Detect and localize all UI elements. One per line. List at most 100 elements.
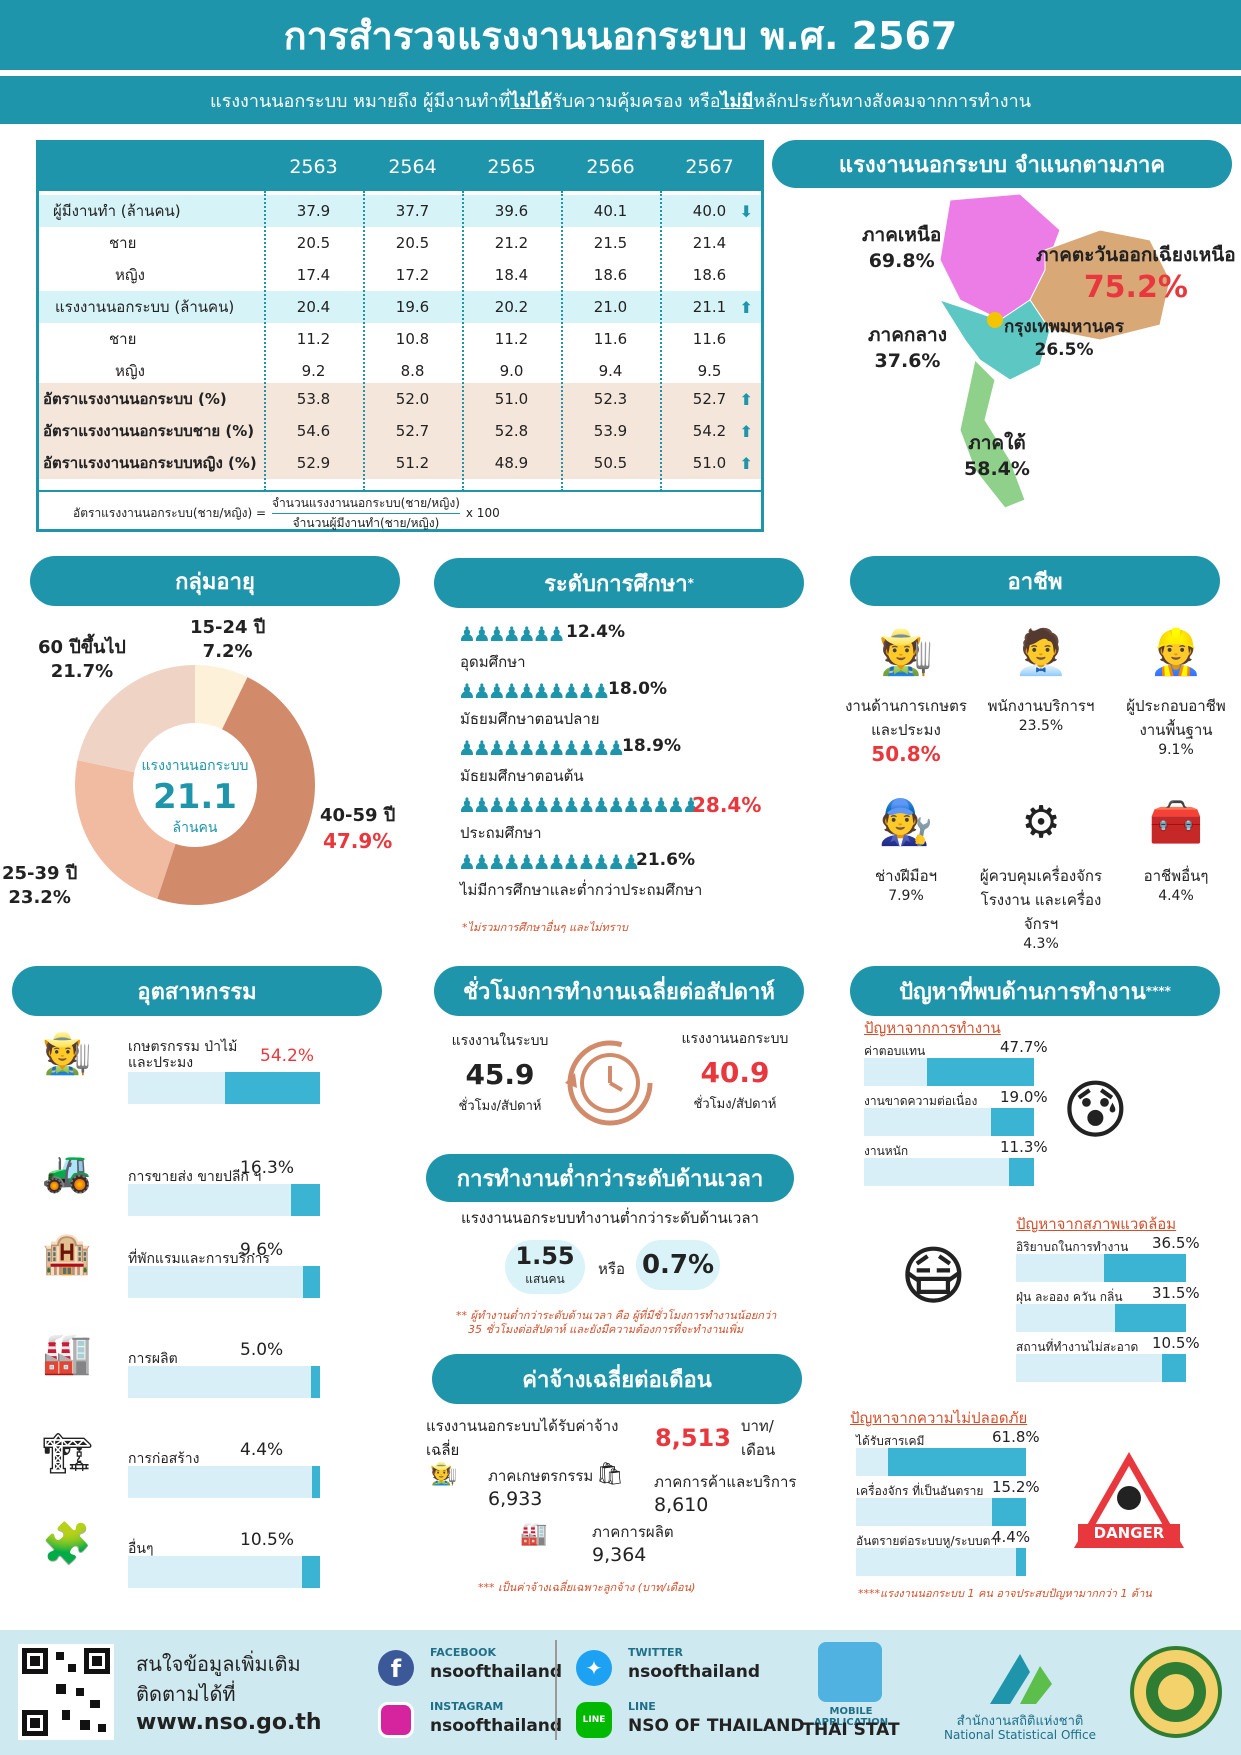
row-label: อัตราแรงงานนอกระบบหญิง (%) bbox=[43, 454, 257, 472]
row-label: ชาย bbox=[109, 234, 137, 252]
app-name[interactable]: THAI STAT bbox=[802, 1720, 900, 1740]
occupation-value: 23.5% bbox=[1018, 718, 1064, 734]
table-cell: 8.8 bbox=[400, 362, 425, 380]
problem-group-title: ปัญหาจากความไม่ปลอดภัย bbox=[850, 1409, 1028, 1427]
footer-line-1: สนใจข้อมูลเพิ่มเติม bbox=[136, 1652, 301, 1676]
bangkok-marker bbox=[987, 312, 1003, 328]
labour-stats-table: 2563 2564 2565 2566 2567 ผู้มีงานทำ (ล้า… bbox=[36, 140, 764, 532]
age-label-60-plus: 60 ปีขึ้นไป 21.7% bbox=[38, 632, 126, 682]
row-label: อัตราแรงงานนอกระบบ (%) bbox=[43, 390, 227, 408]
problem-bar-fill bbox=[1162, 1354, 1186, 1382]
industry-value: 9.6% bbox=[240, 1240, 284, 1260]
education-item: ♟♟♟♟♟♟♟♟♟♟♟♟ 21.6% ไม่มีการศึกษาและต่ำกว่า… bbox=[458, 848, 778, 903]
central-region bbox=[938, 299, 1051, 381]
twitter-icon[interactable]: ✦ bbox=[576, 1650, 612, 1686]
page-title-text: การสำรวจแรงงานนอกระบบ พ.ศ. 2567 bbox=[283, 13, 958, 58]
age-label-40-59: 40-59 ปี 47.9% bbox=[320, 800, 395, 853]
region-title-text: แรงงานนอกระบบ จำแนกตามภาค bbox=[838, 152, 1166, 178]
industry-bar bbox=[128, 1266, 320, 1298]
hours-unit: ชั่วโมง/สัปดาห์ bbox=[693, 1097, 777, 1112]
construction-icon: 🏗 bbox=[42, 1431, 93, 1477]
wage-item-value: 8,610 bbox=[654, 1494, 709, 1516]
occupation-item: 🧑‍💼 พนักงานบริการฯ 23.5% bbox=[975, 612, 1107, 734]
subtitle-part: แรงงานนอกระบบ หมายถึง ผู้มีงานทำที่ bbox=[209, 90, 511, 112]
region-name: ภาคกลาง bbox=[868, 324, 947, 346]
industry-value: 4.4% bbox=[240, 1440, 284, 1460]
table-row: อัตราแรงงานนอกระบบ (%) 53.8 52.0 51.0 52.3 52… bbox=[39, 383, 761, 415]
wage-value: 8,513 bbox=[655, 1424, 731, 1452]
industry-list: 🧑‍🌾 เกษตรกรรม ป่าไม้ และประมง 54.2% 🚜 การขายส… bbox=[20, 1028, 340, 1608]
table-row: ชาย 11.2 10.8 11.2 11.6 11.6 bbox=[39, 323, 761, 355]
table-cell: 20.5 bbox=[395, 234, 430, 252]
problem-label: อันตรายต่อระบบหู/ระบบตา bbox=[856, 1534, 998, 1548]
occupation-item: 🧑‍🔧 ช่างฝีมือฯ 7.9% bbox=[840, 782, 972, 904]
table-cell: 54.2 bbox=[692, 422, 727, 440]
underemployment-or: หรือ bbox=[598, 1260, 625, 1278]
industry-bar-fill bbox=[303, 1266, 320, 1298]
hours-informal-value: 40.9 bbox=[700, 1056, 770, 1089]
app-label: MOBILE APPLICATION bbox=[813, 1706, 889, 1728]
age-slice-label: 40-59 ปี bbox=[320, 805, 396, 826]
table-cell: 11.6 bbox=[692, 330, 727, 348]
underemployment-note-1: ** ผู้ทำงานต่ำกว่าระดับด้านเวลา คือ ผู้ท… bbox=[456, 1309, 777, 1322]
occupation-item: 🧰 อาชีพอื่นๆ 4.4% bbox=[1110, 782, 1241, 904]
formula-numerator: จำนวนแรงงานนอกระบบ(ชาย/หญิง) bbox=[272, 494, 460, 514]
row-label: หญิง bbox=[115, 266, 145, 284]
facebook-icon[interactable]: f bbox=[378, 1650, 414, 1686]
problem-bar-fill bbox=[991, 1108, 1034, 1136]
thai-stat-app-icon[interactable] bbox=[818, 1642, 882, 1702]
website-link[interactable]: www.nso.go.th bbox=[136, 1710, 322, 1735]
problem-label: ฝุ่น ละออง ควัน กลิ่น bbox=[1016, 1290, 1123, 1304]
age-slice bbox=[77, 665, 195, 773]
instagram-link[interactable]: nsoofthailand bbox=[430, 1716, 563, 1736]
problem-group-title: ปัญหาจากการทำงาน bbox=[864, 1019, 1001, 1037]
line-icon[interactable]: LINE bbox=[576, 1702, 612, 1738]
subtitle-part: รับความคุ้มครอง หรือ bbox=[552, 90, 721, 112]
underemployment-title-text: การทำงานต่ำกว่าระดับด้านเวลา bbox=[456, 1166, 764, 1192]
occupation-label: ผู้ควบคุมเครื่องจักร bbox=[979, 867, 1103, 885]
industry-item: 🏗 การก่อสร้าง 4.4% bbox=[20, 1428, 340, 1508]
table-cell: 40.0 bbox=[692, 202, 727, 220]
education-section-title: ระดับการศึกษา * bbox=[434, 558, 804, 608]
occupation-grid: 🧑‍🌾 งานด้านการเกษตร และประมง 50.8% 🧑‍💼 พนักงา… bbox=[840, 612, 1241, 952]
hours-title-text: ชั่วโมงการทำงานเฉลี่ยต่อสัปดาห์ bbox=[463, 979, 775, 1005]
wage-item-value: 9,364 bbox=[592, 1544, 647, 1566]
instagram-icon[interactable] bbox=[378, 1702, 414, 1738]
table-cell: 21.4 bbox=[692, 234, 727, 252]
age-donut-chart bbox=[75, 665, 316, 906]
table-cell: 37.9 bbox=[296, 202, 331, 220]
education-label: ไม่มีการศึกษาและต่ำกว่าประถมศึกษา bbox=[460, 881, 703, 899]
service-icon: 🛍 bbox=[596, 1462, 624, 1487]
qr-code-icon[interactable] bbox=[18, 1644, 114, 1740]
age-label-15-24: 15-24 ปี 7.2% bbox=[190, 612, 265, 662]
table-cell: 17.4 bbox=[296, 266, 331, 284]
problem-value: 19.0% bbox=[1000, 1088, 1048, 1106]
problem-label: อิริยาบถในการทำงาน bbox=[1016, 1240, 1129, 1254]
industry-bar-fill bbox=[311, 1366, 320, 1398]
industry-bar-fill bbox=[301, 1556, 320, 1588]
occupation-label: งานพื้นฐาน bbox=[1139, 721, 1213, 739]
occupation-label: พนักงานบริการฯ bbox=[987, 697, 1095, 715]
problem-label: ได้รับสารเคมี bbox=[856, 1434, 925, 1448]
facebook-link[interactable]: nsoofthailand bbox=[430, 1662, 563, 1682]
ministry-seal-icon bbox=[1130, 1646, 1222, 1738]
table-row: อัตราแรงงานนอกระบบหญิง (%) 52.9 51.2 48.9 50… bbox=[39, 447, 761, 479]
year-header: 2564 bbox=[388, 156, 437, 178]
underemployment-section-title: การทำงานต่ำกว่าระดับด้านเวลา bbox=[426, 1154, 794, 1202]
northeast-region bbox=[1029, 229, 1171, 341]
problem-bar bbox=[1016, 1304, 1186, 1332]
year-header: 2563 bbox=[289, 156, 338, 178]
stressed-worker-icon: 😰 bbox=[1062, 1074, 1129, 1148]
line-link[interactable]: NSO OF THAILAND bbox=[628, 1716, 805, 1736]
industry-title-text: อุตสาหกรรม bbox=[137, 979, 257, 1005]
table-cell: 21.1 bbox=[692, 298, 727, 316]
problem-value: 61.8% bbox=[992, 1428, 1040, 1446]
problems-section-title: ปัญหาที่พบด้านการทำงาน **** bbox=[850, 966, 1220, 1016]
industry-value: 10.5% bbox=[240, 1530, 295, 1550]
twitter-label: TWITTER bbox=[628, 1646, 683, 1659]
underemployment-pct-badge: 0.7% bbox=[636, 1240, 720, 1290]
problem-value: 4.4% bbox=[992, 1528, 1031, 1546]
industry-item: 🧑‍🌾 เกษตรกรรม ป่าไม้ และประมง 54.2% bbox=[20, 1028, 340, 1108]
twitter-link[interactable]: nsoofthailand bbox=[628, 1662, 761, 1682]
wage-desc: แรงงานนอกระบบได้รับค่าจ้างเฉลี่ย bbox=[426, 1417, 619, 1459]
